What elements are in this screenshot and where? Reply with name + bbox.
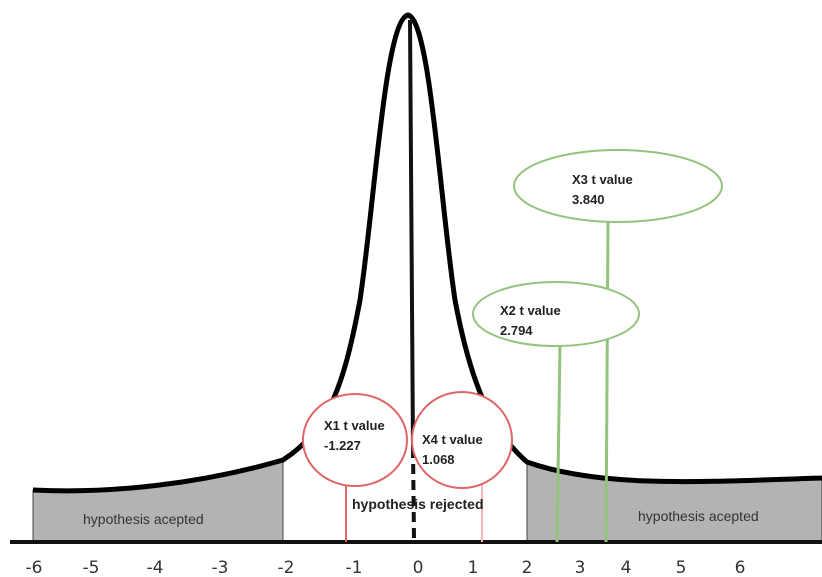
tick-label: 0 <box>413 558 424 577</box>
tick-label: 5 <box>676 558 687 577</box>
x2-marker-line <box>555 345 562 543</box>
x4-bubble <box>411 391 513 489</box>
tick-label: -3 <box>212 558 229 577</box>
x3-bubble <box>513 149 723 223</box>
center-line-solid <box>408 19 415 449</box>
tick-label: -5 <box>83 558 100 577</box>
x2-bubble-value: 2.794 <box>500 323 533 338</box>
tick-label: 4 <box>621 558 632 577</box>
tick-label: -2 <box>278 558 295 577</box>
x3-bubble-title: X3 t value <box>572 172 633 187</box>
tick-label: -4 <box>147 558 164 577</box>
x1-bubble-title: X1 t value <box>324 418 385 433</box>
x2-bubble-title: X2 t value <box>500 303 561 318</box>
x2-bubble <box>472 281 640 347</box>
tick-label: 3 <box>575 558 586 577</box>
x1-bubble-value: -1.227 <box>324 438 361 453</box>
tick-label: -1 <box>346 558 363 577</box>
x1-bubble <box>302 393 408 487</box>
tick-label: -6 <box>26 558 43 577</box>
center-line-dashed <box>411 447 416 541</box>
bell-curve <box>32 12 822 494</box>
tick-label: 1 <box>468 558 479 577</box>
x4-bubble-title: X4 t value <box>422 432 483 447</box>
center-region-label: hypothesis rejected <box>352 496 484 512</box>
tick-label: 6 <box>735 558 746 577</box>
x3-marker-line <box>604 221 610 543</box>
right-region-label: hypothesis acepted <box>638 508 759 524</box>
tick-label: 2 <box>522 558 533 577</box>
left-region-label: hypothesis acepted <box>83 511 204 527</box>
x3-bubble-value: 3.840 <box>572 192 605 207</box>
x4-bubble-value: 1.068 <box>422 452 455 467</box>
